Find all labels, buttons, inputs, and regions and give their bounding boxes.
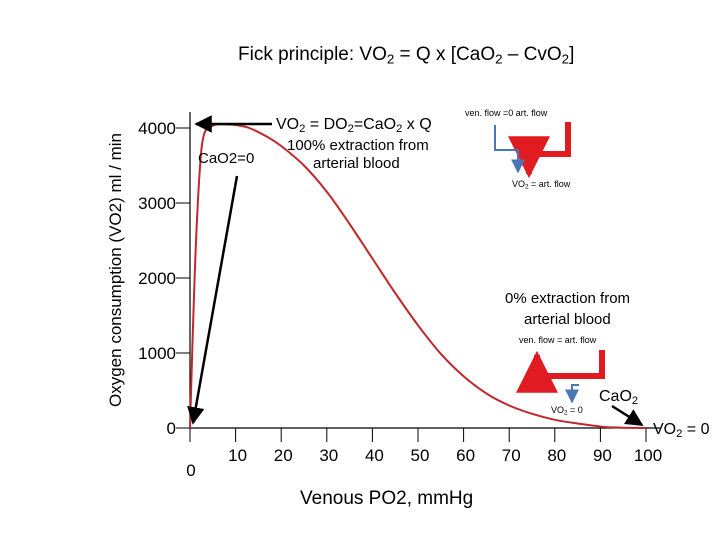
art-flow-arrow-top [508,122,571,179]
x-tick-label: 70 [502,446,521,465]
x-tick-label: 40 [365,446,384,465]
x-tick-label: 50 [411,446,430,465]
chart-title: Fick principle: VO2 = Q x [CaO2 – CvO2] [238,44,575,67]
ceiling-equation: VO2 = DO2=CaO2 x Q [276,116,432,135]
vo2-curve [189,123,647,429]
y-tick-label: 0 [167,419,176,438]
x-tick-label: 0 [186,461,195,480]
x-tick-label: 20 [274,446,293,465]
flow-icons [494,122,605,404]
y-tick-label: 4000 [138,119,176,138]
x-tick-label: 60 [456,446,475,465]
art-flow-arrow-bottom [516,350,605,393]
ven-flow-arrow-bottom [565,384,579,404]
x-tick-label: 30 [319,446,338,465]
cao2-arrow [611,404,644,427]
vo2-zero-small-label: VO2 = 0 [551,405,583,417]
x-ticks: 0 10 20 30 40 50 60 70 80 90 100 [186,428,662,480]
pointer-arrows [187,115,644,427]
y-tick-label: 2000 [138,269,176,288]
x-tick-label: 100 [634,446,662,465]
ven-flow-zero-label: ven. flow =0 art. flow [465,108,548,118]
ven-eq-art-label: ven. flow = art. flow [519,335,597,345]
axes [189,112,660,429]
ven-flow-arrow-top [494,125,525,174]
cao2-zero-label: CaO2=0 [198,150,255,167]
vo2-art-flow-label: VO2 = art. flow [512,179,571,191]
zero-po2-arrow [187,175,239,425]
extraction-0-line1: 0% extraction from [505,290,631,307]
y-axis-label: Oxygen consumption (VO2) ml / min [106,133,125,407]
cao2-label: CaO2 [599,388,639,407]
y-ticks: 0 1000 2000 3000 4000 [138,119,190,438]
extraction-0-line2: arterial blood [524,311,611,328]
x-tick-label: 80 [547,446,566,465]
x-axis-label: Venous PO2, mmHg [300,488,474,509]
extraction-100-line2: arterial blood [313,155,400,172]
extraction-100-line1: 100% extraction from [287,137,429,154]
vo2-zero-large-label: VO2 = 0 [653,421,710,440]
x-tick-label: 10 [228,446,247,465]
y-tick-label: 3000 [138,194,176,213]
y-tick-label: 1000 [138,344,176,363]
x-tick-label: 90 [593,446,612,465]
